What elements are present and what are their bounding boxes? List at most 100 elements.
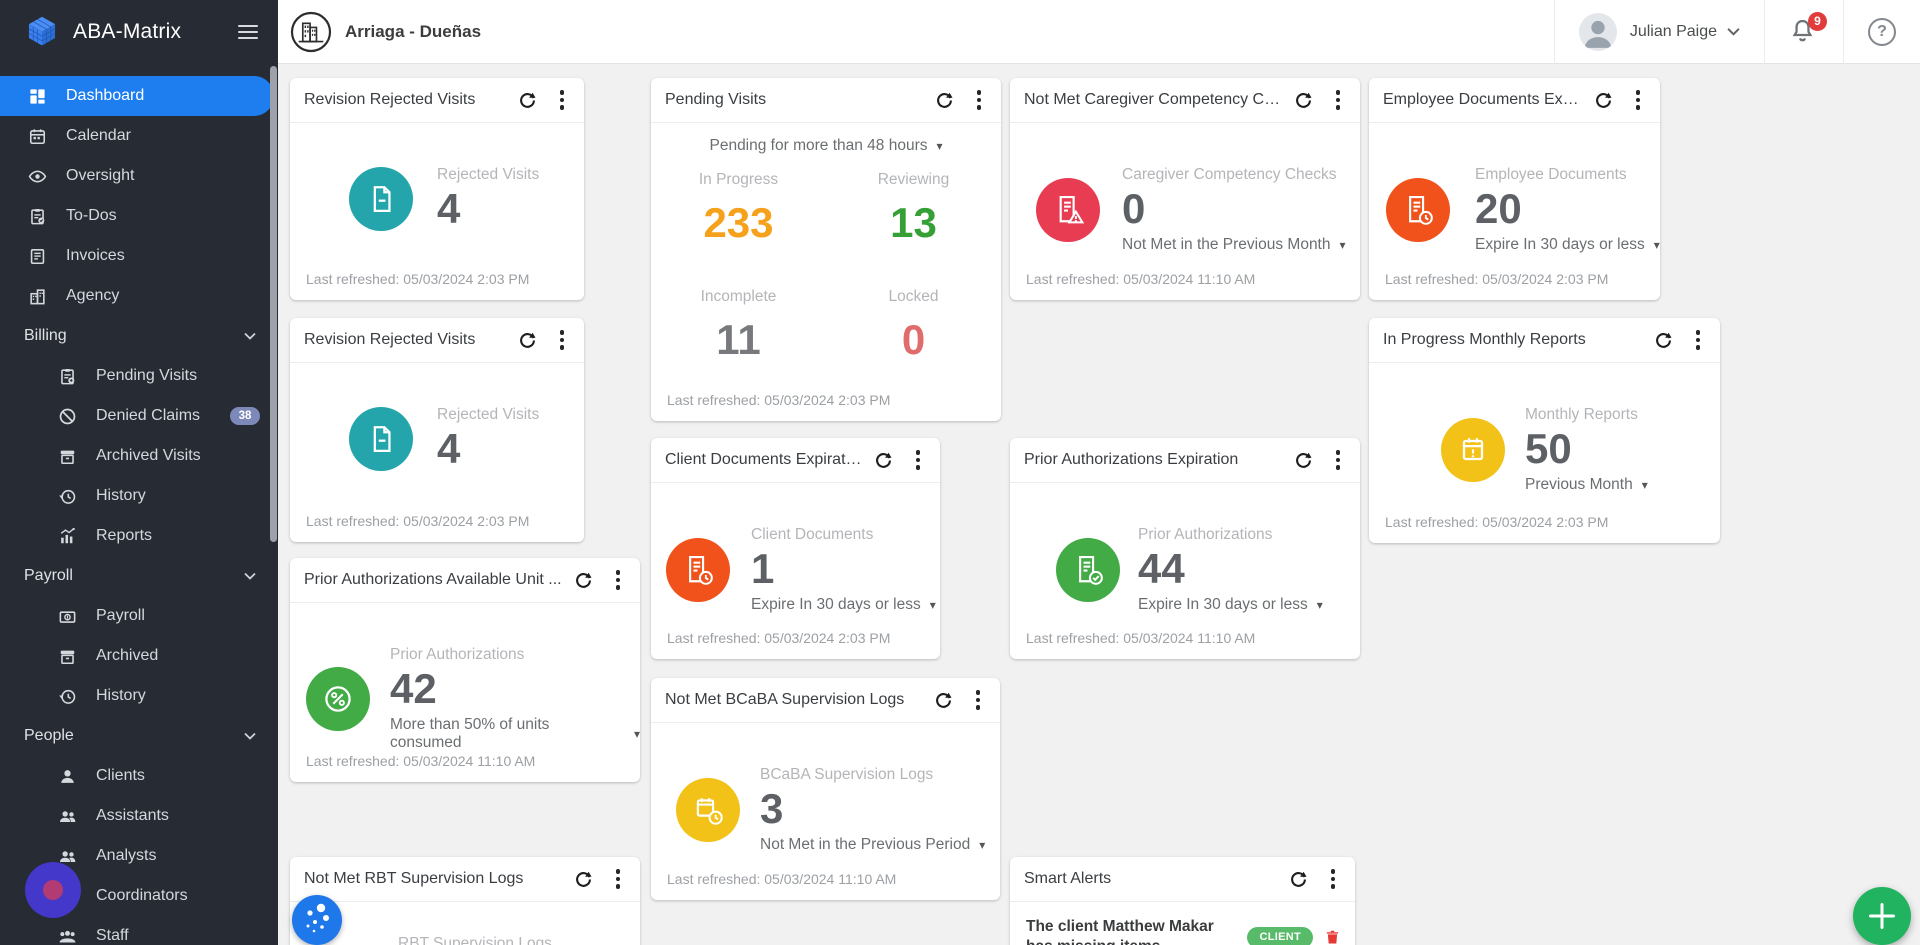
kebab-menu-icon[interactable] [612, 866, 625, 892]
refresh-icon[interactable] [517, 90, 538, 111]
ban-icon [58, 406, 78, 426]
card-title: Revision Rejected Visits [304, 91, 476, 108]
card-title: Prior Authorizations Available Unit ... [304, 571, 562, 588]
last-refreshed: Last refreshed: 05/03/2024 2:03 PM [667, 630, 891, 646]
sidebar-section-people[interactable]: People [0, 716, 278, 756]
sidebar-item-pending-visits[interactable]: Pending Visits [0, 356, 278, 396]
sidebar-item-dashboard[interactable]: Dashboard [0, 76, 274, 116]
filter-dropdown[interactable]: Expire In 30 days or less [1475, 236, 1660, 254]
clipboard-plus-icon [58, 366, 78, 386]
onboarding-beacon[interactable] [25, 862, 81, 918]
document-clock-icon [1386, 178, 1450, 243]
sidebar-item-oversight[interactable]: Oversight [0, 156, 278, 196]
avatar [1578, 12, 1617, 51]
card-title: Smart Alerts [1024, 870, 1112, 887]
kebab-menu-icon[interactable] [1332, 447, 1345, 473]
stat-value: 11 [716, 316, 761, 363]
chat-widget-button[interactable] [292, 895, 342, 945]
add-button[interactable] [1853, 887, 1911, 945]
payroll-icon [58, 606, 78, 626]
trash-icon[interactable] [1324, 928, 1341, 945]
clipboard-check-icon [28, 206, 48, 226]
kebab-menu-icon[interactable] [1332, 87, 1345, 113]
sidebar-item-invoices[interactable]: Invoices [0, 236, 278, 276]
sidebar-item-reports[interactable]: Reports [0, 516, 278, 556]
refresh-icon[interactable] [1288, 869, 1309, 890]
kebab-menu-icon[interactable] [972, 687, 985, 713]
refresh-icon[interactable] [573, 570, 594, 591]
sidebar-item-denied-claims[interactable]: Denied Claims 38 [0, 396, 278, 436]
stat-locked: Locked 0 [826, 288, 1001, 361]
calendar-clock-icon [676, 778, 740, 843]
sidebar-item-analysts[interactable]: Analysts [0, 836, 278, 876]
sidebar-item-payroll[interactable]: Payroll [0, 596, 278, 636]
refresh-icon[interactable] [1293, 90, 1314, 111]
kebab-menu-icon[interactable] [1632, 87, 1645, 113]
filter-dropdown[interactable]: Previous Month [1525, 476, 1648, 494]
help-icon[interactable] [1868, 17, 1896, 46]
sidebar-section-billing[interactable]: Billing [0, 316, 278, 356]
kebab-menu-icon[interactable] [912, 447, 925, 473]
refresh-icon[interactable] [517, 330, 538, 351]
card-in-progress-monthly-reports: In Progress Monthly Reports Monthly Repo… [1369, 318, 1720, 543]
sidebar-item-todos[interactable]: To-Dos [0, 196, 278, 236]
card-revision-rejected-visits-1: Revision Rejected Visits Rejected Visits… [290, 78, 584, 300]
stat-value: 0 [1122, 185, 1146, 232]
agency-name: Arriaga - Dueñas [345, 21, 482, 41]
kebab-menu-icon[interactable] [1327, 866, 1340, 892]
sidebar-scrollbar[interactable] [270, 66, 277, 542]
sidebar-item-staff[interactable]: Staff [0, 916, 278, 945]
agency-selector[interactable]: Arriaga - Dueñas [278, 11, 481, 53]
filter-dropdown[interactable]: Not Met in the Previous Month [1122, 236, 1346, 254]
sidebar-item-archived-visits[interactable]: Archived Visits [0, 436, 278, 476]
chevron-down-icon [1727, 27, 1740, 36]
last-refreshed: Last refreshed: 05/03/2024 11:10 AM [1026, 630, 1256, 646]
archive-icon [58, 446, 78, 466]
filter-dropdown[interactable]: Expire In 30 days or less [1138, 596, 1323, 614]
chevron-down-icon [244, 332, 256, 340]
sidebar-nav: Dashboard Calendar Oversight To-Dos Invo… [0, 64, 278, 945]
refresh-icon[interactable] [934, 90, 955, 111]
refresh-icon[interactable] [933, 690, 954, 711]
notification-count-badge: 9 [1808, 11, 1827, 31]
sidebar-item-payroll-history[interactable]: History [0, 676, 278, 716]
card-title: Prior Authorizations Expiration [1024, 451, 1239, 468]
refresh-icon[interactable] [573, 869, 594, 890]
filter-dropdown[interactable]: Not Met in the Previous Period [760, 836, 985, 854]
sidebar-section-payroll[interactable]: Payroll [0, 556, 278, 596]
kebab-menu-icon[interactable] [556, 327, 569, 353]
kebab-menu-icon[interactable] [973, 87, 986, 113]
stat-value: 13 [890, 199, 937, 246]
people-group-icon [58, 926, 78, 945]
card-title: Not Met BCaBA Supervision Logs [665, 691, 905, 708]
sidebar-item-billing-history[interactable]: History [0, 476, 278, 516]
user-menu[interactable]: Julian Paige [1553, 0, 1764, 64]
hamburger-menu-icon[interactable] [238, 21, 258, 43]
refresh-icon[interactable] [1593, 90, 1614, 111]
stat-value: 4 [437, 425, 461, 472]
sidebar-item-agency[interactable]: Agency [0, 276, 278, 316]
history-icon [58, 486, 78, 506]
kebab-menu-icon[interactable] [1692, 327, 1705, 353]
filter-dropdown[interactable]: More than 50% of units consumed [390, 716, 640, 752]
client-badge: CLIENT [1247, 926, 1313, 945]
sidebar-item-clients[interactable]: Clients [0, 756, 278, 796]
sidebar-item-assistants[interactable]: Assistants [0, 796, 278, 836]
kebab-menu-icon[interactable] [612, 567, 625, 593]
stat-value: 233 [703, 199, 774, 246]
sidebar-item-coordinators[interactable]: Coordinators [0, 876, 278, 916]
sidebar-item-payroll-archived[interactable]: Archived [0, 636, 278, 676]
stat-value: 4 [437, 185, 461, 232]
filter-dropdown[interactable]: Expire In 30 days or less [751, 596, 936, 614]
card-not-met-bcaba-supervision-logs: Not Met BCaBA Supervision Logs BCaBA Sup… [651, 678, 1000, 900]
refresh-icon[interactable] [873, 450, 894, 471]
last-refreshed: Last refreshed: 05/03/2024 11:10 AM [306, 753, 536, 769]
stat-in-progress: In Progress 233 [651, 171, 826, 244]
notifications-bell-icon[interactable]: 9 [1789, 11, 1827, 47]
filter-dropdown[interactable]: Pending for more than 48 hours [709, 137, 942, 155]
refresh-icon[interactable] [1653, 330, 1674, 351]
refresh-icon[interactable] [1293, 450, 1314, 471]
sidebar-item-calendar[interactable]: Calendar [0, 116, 278, 156]
kebab-menu-icon[interactable] [556, 87, 569, 113]
